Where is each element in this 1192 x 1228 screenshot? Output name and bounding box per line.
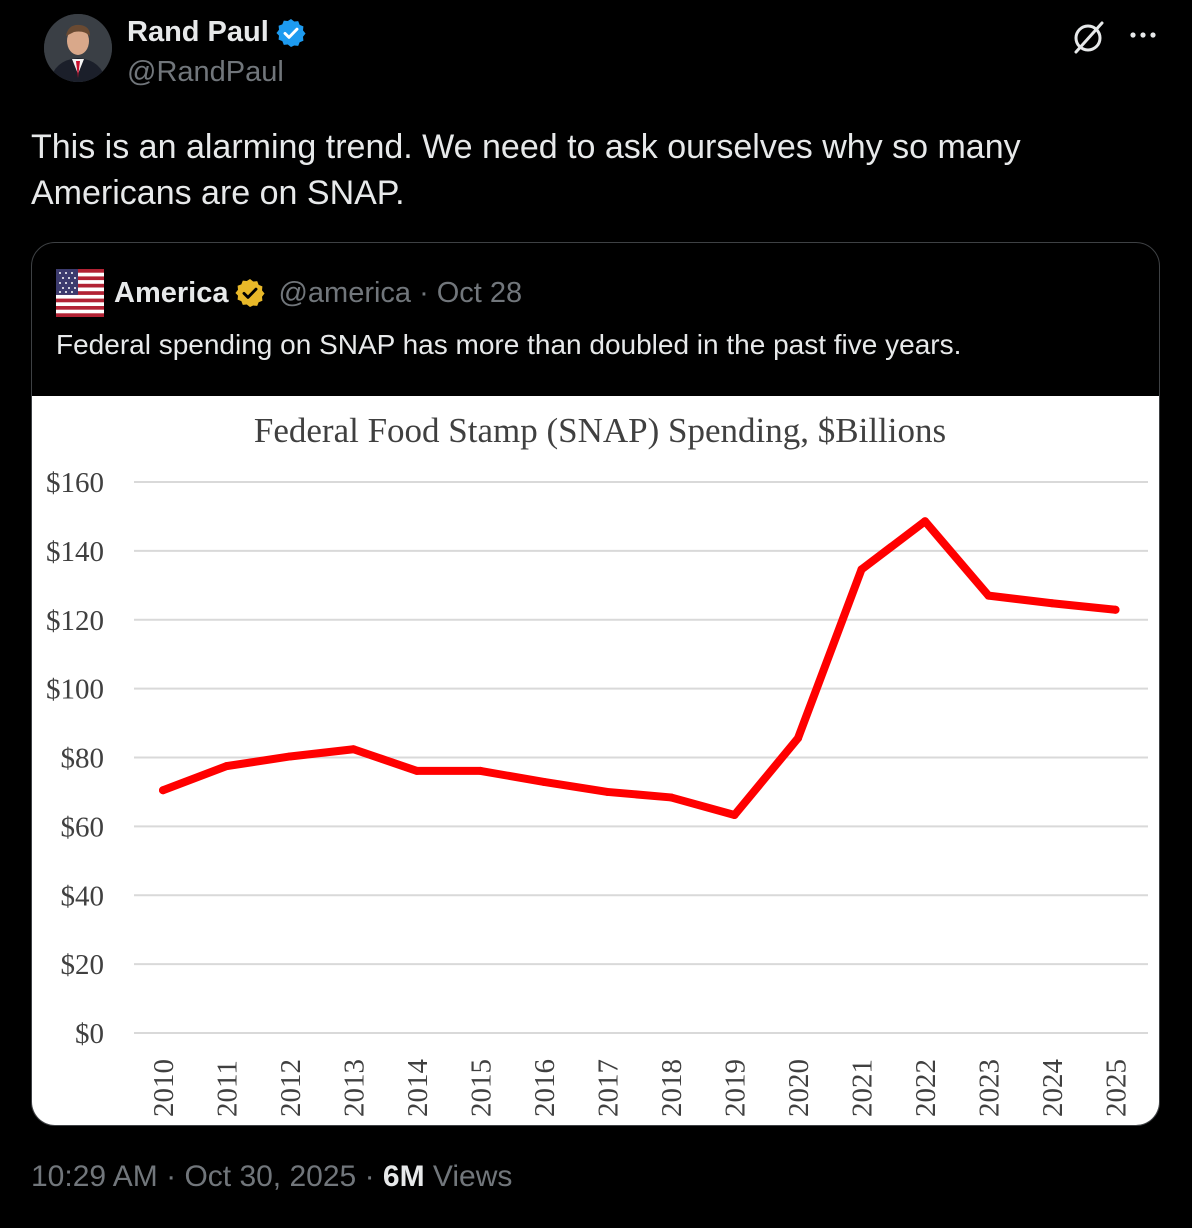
- x-tick-label: 2016: [529, 1059, 561, 1117]
- x-tick-label: 2015: [466, 1059, 498, 1117]
- quoted-date[interactable]: Oct 28: [436, 276, 523, 309]
- x-tick-label: 2021: [847, 1059, 879, 1117]
- gold-verified-badge-icon[interactable]: [234, 277, 266, 309]
- y-tick-label: $40: [61, 880, 105, 912]
- quoted-handle[interactable]: @america: [278, 276, 412, 309]
- data-point: [921, 517, 929, 526]
- data-point: [159, 786, 167, 795]
- data-point: [413, 766, 421, 775]
- x-tick-label: 2019: [720, 1059, 752, 1117]
- author-name-row: Rand Paul: [127, 16, 307, 49]
- data-point: [540, 777, 548, 786]
- data-point: [730, 811, 739, 820]
- x-tick-label: 2025: [1101, 1059, 1133, 1117]
- views-label: Views: [424, 1160, 513, 1193]
- y-tick-label: $20: [61, 949, 105, 981]
- data-point: [984, 591, 993, 600]
- avatar-portrait: [44, 14, 112, 82]
- data-point: [286, 752, 294, 761]
- us-flag-avatar-icon[interactable]: [56, 269, 104, 317]
- more-options-icon[interactable]: [1124, 20, 1162, 50]
- x-tick-label: 2014: [402, 1059, 434, 1118]
- x-tick-label: 2012: [275, 1059, 307, 1117]
- x-tick-label: 2010: [148, 1059, 180, 1117]
- x-tick-label: 2011: [212, 1060, 244, 1117]
- post-date[interactable]: Oct 30, 2025: [184, 1160, 357, 1193]
- quoted-post-header: America @america · Oct 28: [56, 267, 522, 319]
- data-point: [794, 734, 802, 743]
- snap-spending-line: [159, 517, 1120, 820]
- snap-spending-chart[interactable]: Federal Food Stamp (SNAP) Spending, $Bil…: [32, 396, 1159, 1125]
- y-tick-label: $60: [61, 811, 105, 843]
- quoted-post[interactable]: America @america · Oct 28 Federal spendi…: [31, 242, 1160, 1126]
- x-tick-label: 2022: [910, 1059, 942, 1117]
- y-tick-label: $160: [46, 467, 104, 499]
- quoted-display-name[interactable]: America: [114, 276, 229, 309]
- chart-y-ticks: $0 $20 $40 $60 $80 $100 $120 $140 $160: [46, 467, 104, 1050]
- data-point: [857, 565, 866, 574]
- data-point: [476, 766, 485, 775]
- views-count: 6M: [382, 1160, 425, 1193]
- post-text: This is an alarming trend. We need to as…: [31, 128, 1021, 212]
- chart-gridlines: [134, 481, 1148, 1034]
- author-handle[interactable]: @RandPaul: [127, 56, 284, 88]
- post-metadata: 10:29 AM · Oct 30, 2025 · 6M Views: [31, 1160, 512, 1194]
- y-tick-label: $140: [46, 536, 104, 568]
- y-tick-label: $80: [61, 743, 105, 775]
- author-display-name[interactable]: Rand Paul: [127, 16, 269, 48]
- meta-separator: ·: [356, 1160, 383, 1193]
- grok-icon[interactable]: [1070, 18, 1108, 56]
- x-tick-label: 2013: [339, 1059, 371, 1117]
- quoted-separator: ·: [419, 276, 429, 309]
- chart-title: Federal Food Stamp (SNAP) Spending, $Bil…: [254, 411, 946, 450]
- x-tick-label: 2020: [783, 1059, 815, 1117]
- x-tick-label: 2017: [593, 1059, 625, 1117]
- data-point: [349, 745, 358, 754]
- author-avatar[interactable]: [44, 14, 112, 82]
- data-point: [667, 793, 675, 802]
- data-point: [1048, 599, 1056, 608]
- data-point: [603, 787, 612, 796]
- chart-line-series: [159, 517, 1120, 820]
- verified-badge-icon[interactable]: [275, 17, 307, 49]
- meta-separator: ·: [157, 1160, 185, 1193]
- y-tick-label: $0: [75, 1018, 104, 1050]
- chart-svg: Federal Food Stamp (SNAP) Spending, $Bil…: [46, 411, 1148, 1118]
- x-tick-label: 2024: [1037, 1059, 1069, 1118]
- quoted-post-text: Federal spending on SNAP has more than d…: [56, 329, 962, 360]
- data-point: [222, 762, 231, 771]
- verified-badge-shape: [276, 18, 306, 47]
- y-tick-label: $100: [46, 674, 104, 706]
- y-tick-label: $120: [46, 605, 104, 637]
- data-point: [1111, 605, 1120, 614]
- post-time[interactable]: 10:29 AM: [31, 1160, 158, 1193]
- x-tick-label: 2018: [656, 1059, 688, 1117]
- chart-x-ticks: 2010 2011 2012 2013 2014 2015 2016 2017 2018 2019…: [148, 1059, 1133, 1118]
- x-tick-label: 2023: [974, 1059, 1006, 1117]
